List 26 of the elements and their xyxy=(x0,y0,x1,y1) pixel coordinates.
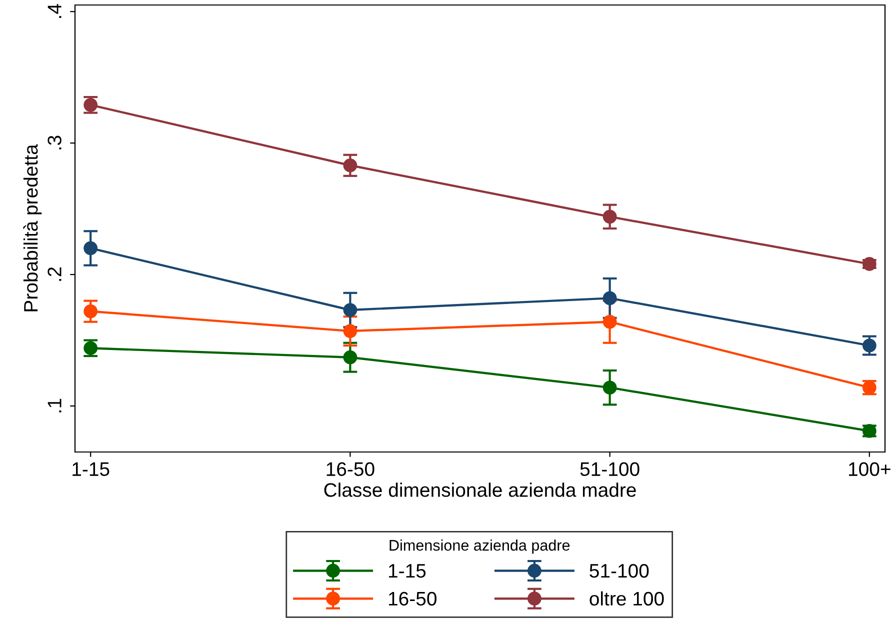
x-tick-label: 100+ xyxy=(849,462,890,476)
legend-label: 1-15 xyxy=(388,564,426,578)
y-tick-label: .2 xyxy=(48,267,62,281)
x-axis-title: Classe dimensionale azienda madre xyxy=(324,482,636,497)
y-axis-title: Probabilità predetta xyxy=(23,144,42,312)
y-tick-label: .3 xyxy=(48,136,62,150)
point xyxy=(602,210,617,224)
legend-label: 16-50 xyxy=(388,592,436,606)
point xyxy=(343,324,358,338)
point xyxy=(602,380,617,395)
point xyxy=(84,241,98,256)
point xyxy=(862,338,876,352)
legend-title: Dimensione azienda padre xyxy=(390,540,570,554)
point xyxy=(343,158,358,172)
legend-label: 51-100 xyxy=(590,564,649,578)
point xyxy=(343,303,358,317)
point xyxy=(602,314,617,329)
point xyxy=(602,291,617,306)
x-tick-label: 51-100 xyxy=(580,462,640,476)
y-tick-label: .1 xyxy=(48,398,62,412)
point xyxy=(343,350,358,364)
legend-label: oltre 100 xyxy=(590,591,664,606)
x-tick-label: 16-50 xyxy=(326,462,374,476)
point xyxy=(84,304,98,318)
y-tick-label: .4 xyxy=(48,4,62,18)
x-tick-label: 1-15 xyxy=(72,462,110,476)
